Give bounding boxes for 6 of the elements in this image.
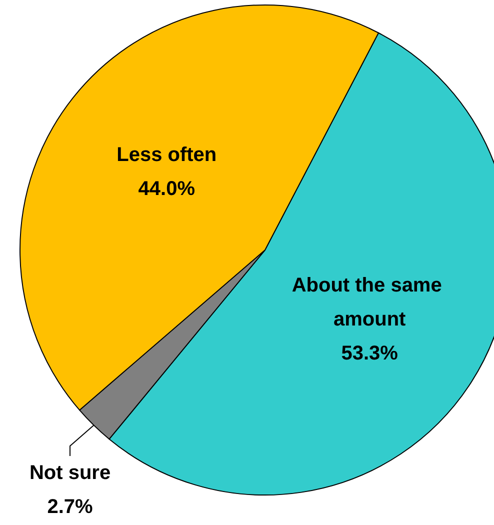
- data-label: 44.0%: [138, 178, 196, 200]
- slice-label: Not sure: [29, 462, 111, 484]
- slice-label: About the same amount: [292, 274, 448, 330]
- slice-label: Less often: [116, 144, 217, 166]
- data-label: 2.7%: [47, 496, 94, 518]
- data-label: 53.3%: [341, 342, 398, 364]
